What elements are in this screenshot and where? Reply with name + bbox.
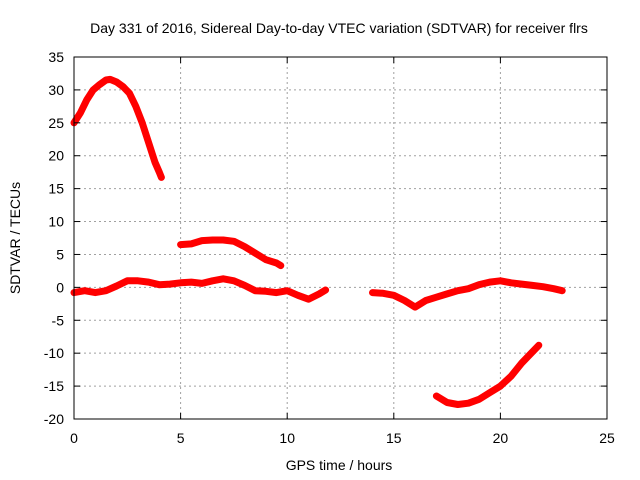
series-arc-5 [432, 341, 543, 408]
x-tick-label: 25 [599, 430, 615, 446]
y-tick-label: -10 [44, 345, 64, 361]
series-arc-1 [70, 75, 165, 181]
y-axis-label: SDTVAR / TECUs [7, 182, 23, 294]
y-tick-label: 15 [48, 181, 64, 197]
x-tick-label: 5 [177, 430, 185, 446]
grid [74, 57, 607, 419]
axis-ticks: 0 5 10 15 20 25 35 30 25 20 15 10 5 0 -5 -10 -15 -20 [44, 49, 615, 446]
chart-title: Day 331 of 2016, Sidereal Day-to-day VTE… [90, 20, 588, 36]
x-tick-label: 20 [493, 430, 509, 446]
y-tick-label: -5 [52, 312, 65, 328]
series-layer [70, 75, 566, 408]
y-tick-label: 5 [56, 246, 64, 262]
series-arc-2 [177, 236, 285, 270]
x-tick-label: 15 [386, 430, 402, 446]
x-tick-label: 10 [279, 430, 295, 446]
plot-frame [73, 56, 608, 420]
y-tick-label: -20 [44, 411, 64, 427]
y-tick-label: 20 [48, 148, 64, 164]
y-tick-label: -15 [44, 378, 64, 394]
y-tick-label: 35 [48, 49, 64, 65]
series-arc-3 [70, 275, 330, 303]
y-tick-label: 30 [48, 82, 64, 98]
x-tick-label: 0 [70, 430, 78, 446]
y-tick-label: 0 [56, 279, 64, 295]
series-arc-4 [369, 277, 566, 311]
y-tick-label: 25 [48, 115, 64, 131]
y-tick-label: 10 [48, 214, 64, 230]
x-axis-label: GPS time / hours [286, 457, 393, 473]
